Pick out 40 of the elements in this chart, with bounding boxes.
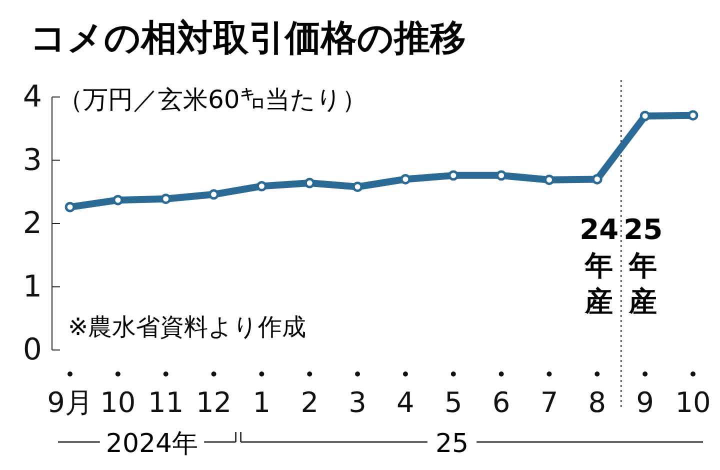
x-tick-label: 4 <box>396 386 414 419</box>
point <box>160 194 172 204</box>
text: 25 <box>435 429 469 459</box>
x-tick-label: 12 <box>196 386 232 419</box>
x-tick-label: 10 <box>100 386 136 419</box>
y-tick-label: 1 <box>22 269 42 304</box>
annotation: ※農水省資料より作成 <box>68 313 306 341</box>
x-tick-label: 8 <box>588 386 606 419</box>
point <box>304 178 315 188</box>
text: 2024年 <box>106 429 198 459</box>
point <box>208 189 220 200</box>
point <box>448 170 459 181</box>
x-tick-label: 11 <box>148 386 184 419</box>
y-tick-label: 3 <box>22 142 42 178</box>
x-tick-label: 6 <box>492 386 510 419</box>
annotation: 24年産 <box>580 212 619 318</box>
point <box>352 182 363 192</box>
point <box>496 170 507 181</box>
x-tick-label: 1 <box>252 386 271 419</box>
point <box>544 174 554 186</box>
y-tick-label: 4 <box>22 80 42 115</box>
point <box>688 110 698 121</box>
x-tick-label: 10 <box>675 386 711 419</box>
point <box>592 174 602 184</box>
chart-title: コメの相対取引価格の推移 <box>30 18 466 59</box>
x-tick-label: 9月 <box>47 386 93 419</box>
annotation: 25年産 <box>624 212 663 318</box>
x-tick-label: 2 <box>300 386 319 419</box>
x-tick-label: 7 <box>540 386 558 419</box>
point <box>256 180 267 192</box>
point <box>640 110 650 122</box>
point <box>400 174 411 184</box>
x-tick-label: 9 <box>636 386 654 419</box>
y-tick-label: 0 <box>22 332 42 368</box>
y-axis-title: （万円／玄米60㌔当たり） <box>58 85 367 114</box>
x-tick-label: 3 <box>348 386 366 419</box>
y-tick-label: 2 <box>22 206 42 242</box>
point <box>64 202 76 212</box>
x-tick-label: 5 <box>444 386 462 419</box>
point <box>112 194 124 206</box>
